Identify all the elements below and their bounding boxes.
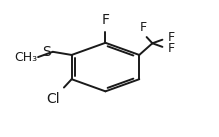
Text: F: F	[101, 13, 110, 27]
Text: S: S	[42, 45, 51, 59]
Text: F: F	[140, 21, 147, 34]
Text: Cl: Cl	[46, 92, 60, 106]
Text: CH₃: CH₃	[14, 51, 37, 64]
Text: F: F	[168, 31, 175, 44]
Text: F: F	[168, 42, 175, 55]
